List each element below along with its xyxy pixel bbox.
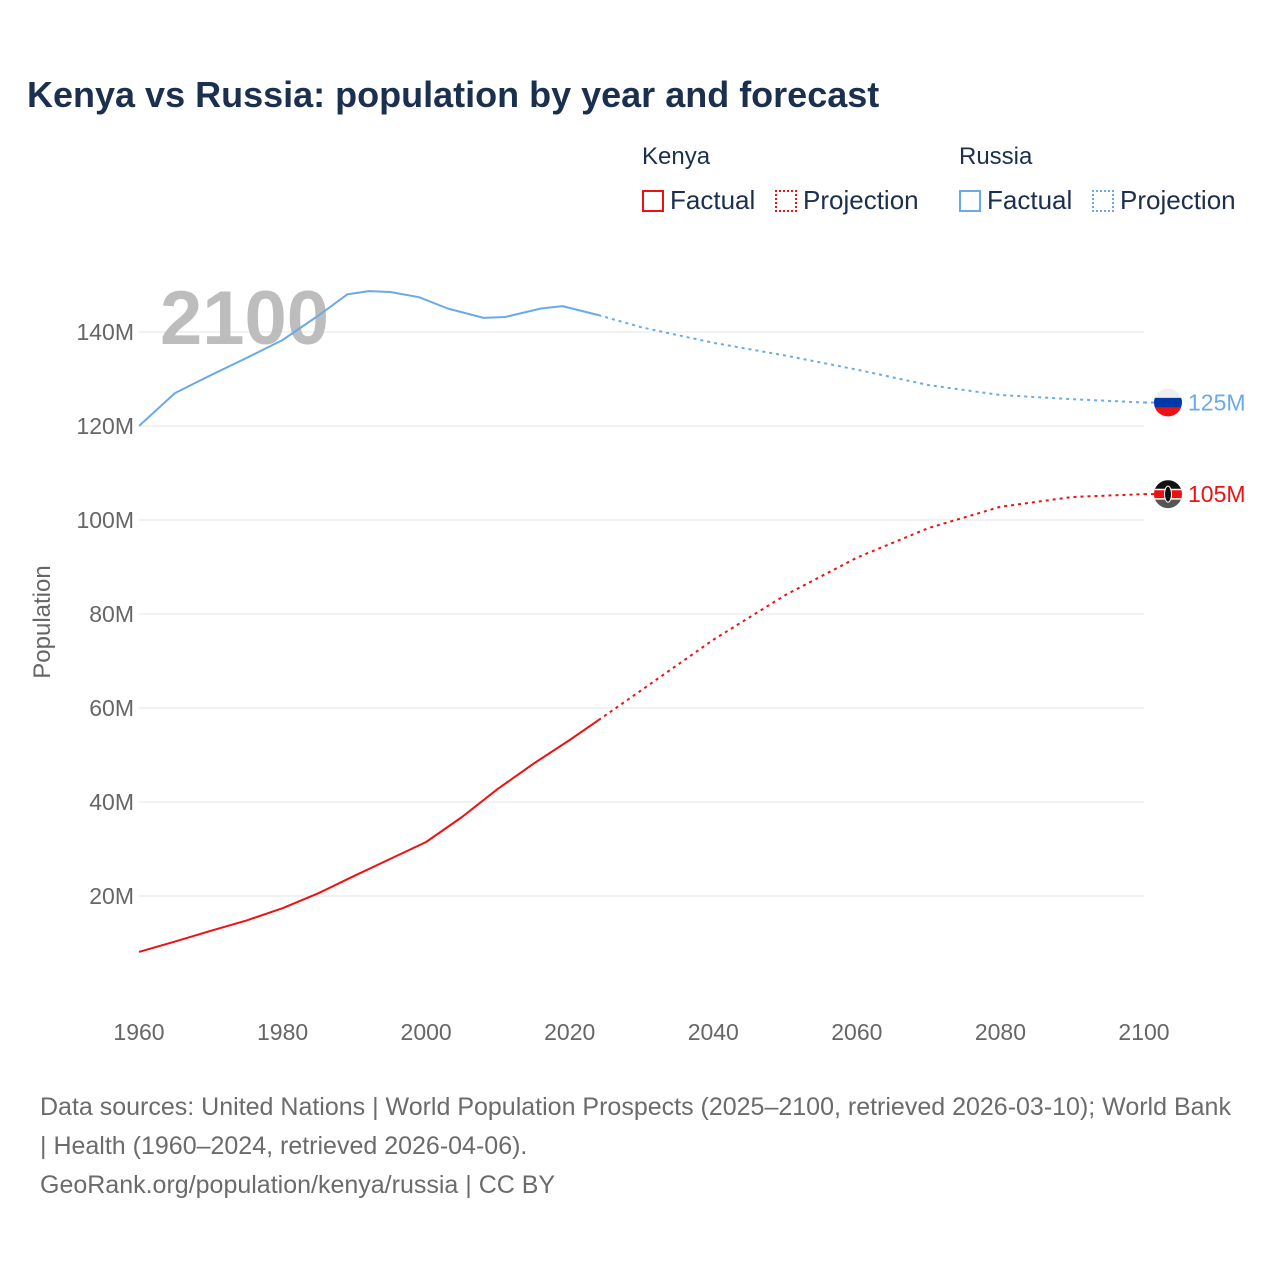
kenya-end-label: 105M xyxy=(1188,481,1246,507)
y-axis-label: Population xyxy=(29,565,56,678)
legend-label: Projection xyxy=(1120,185,1236,215)
legend-label: Factual xyxy=(987,185,1073,215)
flag-shield xyxy=(1164,485,1172,503)
flag-stripe xyxy=(1154,480,1182,490)
x-tick-label: 2020 xyxy=(544,1019,595,1045)
kenya-projection-line xyxy=(597,493,1145,722)
y-tick-label: 80M xyxy=(89,601,134,627)
year-watermark: 2100 xyxy=(160,276,329,361)
x-tick-label: 2040 xyxy=(688,1019,739,1045)
flag-stripe xyxy=(1154,498,1182,509)
legend-russia-projection[interactable]: Projection xyxy=(1092,185,1236,216)
y-tick-label: 60M xyxy=(89,695,134,721)
x-tick-label: 2100 xyxy=(1118,1019,1169,1045)
y-tick-label: 20M xyxy=(89,883,134,909)
credit-link[interactable]: GeoRank.org/population/kenya/russia | CC… xyxy=(40,1171,556,1199)
x-tick-label: 2000 xyxy=(401,1019,452,1045)
data-sources: Data sources: United Nations | World Pop… xyxy=(40,1093,1231,1160)
dotted-swatch-icon xyxy=(775,189,797,212)
y-tick-label: 140M xyxy=(76,319,134,345)
flag-stripe xyxy=(1154,407,1182,417)
y-tick-label: 100M xyxy=(76,507,134,533)
dotted-swatch-icon xyxy=(1092,189,1114,212)
russia-factual-line xyxy=(138,290,599,427)
kenya-factual-line xyxy=(138,719,599,953)
solid-swatch-icon xyxy=(959,189,981,212)
x-tick-label: 2060 xyxy=(831,1019,882,1045)
russia-flag-icon xyxy=(1154,388,1182,417)
x-tick-label: 1980 xyxy=(257,1019,308,1045)
x-tick-label: 1960 xyxy=(113,1019,164,1045)
x-tick-label: 2080 xyxy=(975,1019,1026,1045)
chart-title: Kenya vs Russia: population by year and … xyxy=(27,74,880,115)
legend-label: Projection xyxy=(803,185,919,215)
solid-swatch-icon xyxy=(642,189,664,212)
legend-kenya-heading: Kenya xyxy=(642,143,711,170)
legend-russia-factual[interactable]: Factual xyxy=(959,185,1072,216)
y-tick-label: 120M xyxy=(76,413,134,439)
russia-projection-line xyxy=(598,314,1145,404)
legend-label: Factual xyxy=(670,185,756,215)
russia-end-label: 125M xyxy=(1188,390,1246,416)
y-tick-label: 40M xyxy=(89,789,134,815)
flag-stripe xyxy=(1154,397,1182,408)
legend-kenya-projection[interactable]: Projection xyxy=(775,185,919,216)
flag-stripe xyxy=(1154,388,1182,399)
legend-russia-heading: Russia xyxy=(959,143,1033,170)
kenya-flag-icon xyxy=(1154,480,1182,509)
legend-kenya-factual[interactable]: Factual xyxy=(642,185,755,216)
